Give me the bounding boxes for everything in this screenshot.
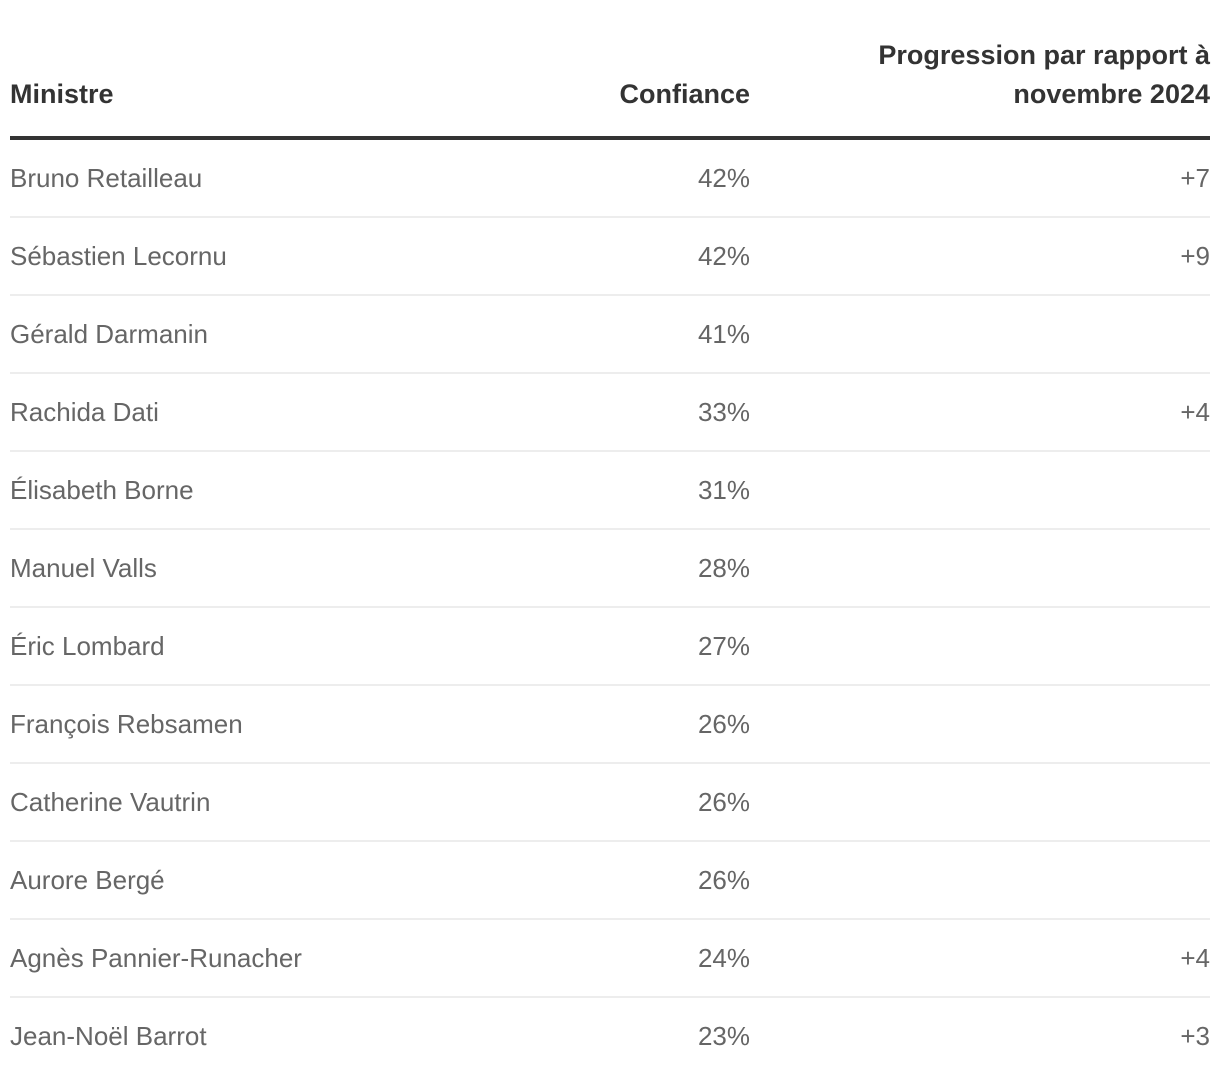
- progression-value-cell: +4: [750, 373, 1210, 453]
- progression-value-cell: +9: [750, 217, 1210, 297]
- minister-name-cell: Bruno Retailleau: [10, 138, 550, 219]
- column-header-progression: Progression par rapport à novembre 2024: [750, 36, 1210, 141]
- confidence-value-cell: 24%: [550, 919, 750, 999]
- minister-confidence-table: Ministre Confiance Progression par rappo…: [10, 36, 1210, 1074]
- progression-value-cell: [750, 295, 1210, 375]
- table-row: Gérald Darmanin 41%: [10, 295, 1210, 375]
- table-row: Bruno Retailleau 42% +7: [10, 138, 1210, 219]
- table-row: Jean-Noël Barrot 23% +3: [10, 997, 1210, 1074]
- table-row: Agnès Pannier-Runacher 24% +4: [10, 919, 1210, 999]
- confidence-value-cell: 42%: [550, 138, 750, 219]
- table-row: Éric Lombard 27%: [10, 607, 1210, 687]
- confidence-value-cell: 31%: [550, 451, 750, 531]
- table-row: Manuel Valls 28%: [10, 529, 1210, 609]
- progression-value-cell: [750, 841, 1210, 921]
- minister-name-cell: Gérald Darmanin: [10, 295, 550, 375]
- confidence-value-cell: 26%: [550, 685, 750, 765]
- minister-name-cell: Jean-Noël Barrot: [10, 1020, 207, 1051]
- table-row: Élisabeth Borne 31%: [10, 451, 1210, 531]
- minister-name-cell: François Rebsamen: [10, 685, 550, 765]
- progression-value-cell: [750, 763, 1210, 843]
- confidence-value-cell: 28%: [550, 529, 750, 609]
- confidence-value-cell: 26%: [550, 763, 750, 843]
- column-header-confiance: Confiance: [550, 36, 750, 141]
- minister-name-cell: Rachida Dati: [10, 373, 550, 453]
- confidence-value-cell: 41%: [550, 295, 750, 375]
- progression-value-cell: +4: [750, 919, 1210, 999]
- minister-name-cell: Manuel Valls: [10, 529, 550, 609]
- table-body: Bruno Retailleau 42% +7 Sébastien Lecorn…: [10, 138, 1210, 1074]
- minister-name-cell: Aurore Bergé: [10, 841, 550, 921]
- table-row: Rachida Dati 33% +4: [10, 373, 1210, 453]
- confidence-value-cell: 42%: [550, 217, 750, 297]
- minister-name-cell: Élisabeth Borne: [10, 451, 550, 531]
- confidence-value-cell: 27%: [550, 607, 750, 687]
- header-row: Ministre Confiance Progression par rappo…: [10, 36, 1210, 141]
- table-header: Ministre Confiance Progression par rappo…: [10, 36, 1210, 141]
- confidence-value-cell: 23%: [697, 1020, 750, 1051]
- minister-name-cell: Catherine Vautrin: [10, 763, 550, 843]
- minister-name-cell: Sébastien Lecornu: [10, 217, 550, 297]
- progression-value-cell: +3: [1180, 1020, 1210, 1051]
- progression-value-cell: [750, 451, 1210, 531]
- progression-value-cell: [750, 529, 1210, 609]
- table-row: Catherine Vautrin 26%: [10, 763, 1210, 843]
- table-row: Sébastien Lecornu 42% +9: [10, 217, 1210, 297]
- confidence-value-cell: 33%: [550, 373, 750, 453]
- minister-name-cell: Éric Lombard: [10, 607, 550, 687]
- table-row: Aurore Bergé 26%: [10, 841, 1210, 921]
- progression-value-cell: +7: [750, 138, 1210, 219]
- table-row: François Rebsamen 26%: [10, 685, 1210, 765]
- progression-value-cell: [750, 607, 1210, 687]
- confidence-value-cell: 26%: [550, 841, 750, 921]
- progression-value-cell: [750, 685, 1210, 765]
- column-header-ministre: Ministre: [10, 36, 550, 141]
- minister-name-cell: Agnès Pannier-Runacher: [10, 919, 550, 999]
